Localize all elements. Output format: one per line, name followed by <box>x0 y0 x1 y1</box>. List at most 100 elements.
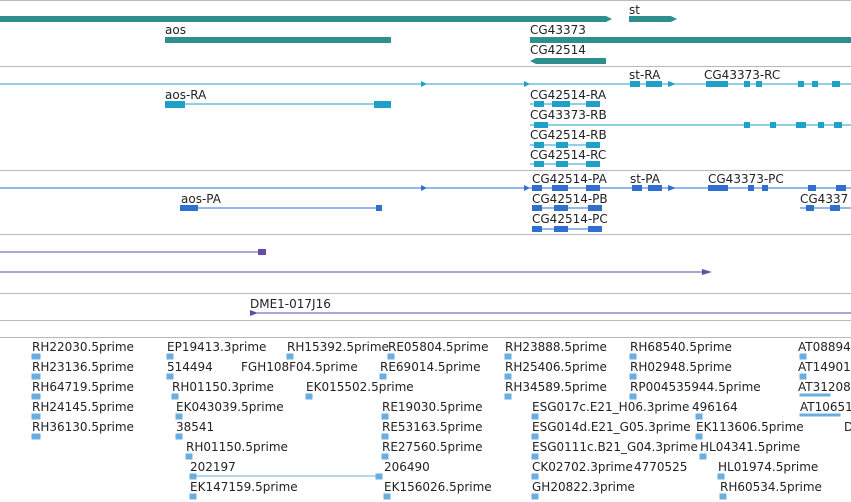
est-label[interactable]: AT10651 <box>800 400 851 414</box>
protein-label[interactable]: CG43373-PC <box>708 172 784 186</box>
cds[interactable] <box>806 205 814 211</box>
est-label[interactable]: RH15392.5prime <box>287 340 389 354</box>
exon[interactable] <box>796 122 806 128</box>
est-label[interactable]: ESG014d.E21_G05.3prime <box>532 420 691 434</box>
est-feature[interactable] <box>175 433 183 440</box>
cds[interactable] <box>180 205 198 211</box>
est-label[interactable]: EP19413.3prime <box>167 340 267 354</box>
exon[interactable] <box>165 101 185 108</box>
est-label[interactable]: 202197 <box>190 460 236 474</box>
est-label[interactable]: RH24145.5prime <box>32 400 134 414</box>
est-label[interactable]: RE27560.5prime <box>382 440 483 454</box>
est-label[interactable]: RE53163.5prime <box>382 420 483 434</box>
exon[interactable] <box>744 122 750 128</box>
cds[interactable] <box>376 205 382 211</box>
est-label[interactable]: 38541 <box>176 420 215 434</box>
protein-label[interactable]: CG4337 <box>800 192 849 206</box>
exon[interactable] <box>552 101 570 107</box>
est-label[interactable]: RH02948.5prime <box>630 360 732 374</box>
est-label[interactable]: 514494 <box>167 360 213 374</box>
cds[interactable] <box>532 205 542 211</box>
est-label[interactable]: ESG0111c.B21_G04.3prime <box>532 440 698 454</box>
cds[interactable] <box>830 205 840 211</box>
cds[interactable] <box>586 185 600 191</box>
cds[interactable] <box>554 205 568 211</box>
est-label[interactable]: GH20822.3prime <box>532 480 635 494</box>
est-label[interactable]: HL01974.5prime <box>718 460 819 474</box>
est-feature[interactable] <box>185 453 193 460</box>
cds[interactable] <box>748 185 754 191</box>
est-feature[interactable] <box>629 353 637 360</box>
gene-label[interactable]: CG42514 <box>530 43 586 57</box>
est-feature[interactable] <box>531 413 539 420</box>
est-feature[interactable] <box>381 413 389 420</box>
exon[interactable] <box>832 81 840 87</box>
exon[interactable] <box>834 122 842 128</box>
exon[interactable] <box>744 81 750 87</box>
cds[interactable] <box>808 185 816 191</box>
protein-label[interactable]: CG42514-PC <box>532 212 608 226</box>
est-feature[interactable] <box>166 373 174 380</box>
transcript-label[interactable]: aos-RA <box>165 88 207 102</box>
est-label[interactable]: 206490 <box>384 460 430 474</box>
est-feature[interactable] <box>629 373 637 380</box>
exon[interactable] <box>556 142 568 148</box>
alignment-block[interactable] <box>258 249 266 255</box>
est-label[interactable]: 4770525 <box>634 460 688 474</box>
est-feature[interactable] <box>31 433 41 440</box>
est-label[interactable]: EK015502.5prime <box>306 380 414 394</box>
exon[interactable] <box>630 81 640 87</box>
transcript-label[interactable]: CG43373-RB <box>530 108 607 122</box>
est-feature[interactable] <box>531 433 539 440</box>
est-label[interactable]: ESG017c.E21_H06.3prime <box>532 400 690 414</box>
exon[interactable] <box>770 122 776 128</box>
protein-label[interactable]: st-PA <box>630 172 660 186</box>
cds[interactable] <box>648 185 662 191</box>
protein-label[interactable]: CG42514-PA <box>532 172 607 186</box>
est-label[interactable]: RH01150.5prime <box>186 440 288 454</box>
exon[interactable] <box>374 101 391 108</box>
est-feature[interactable] <box>375 473 383 480</box>
cds[interactable] <box>708 185 728 191</box>
gene-feature[interactable] <box>165 37 391 43</box>
est-label[interactable]: RH64719.5prime <box>32 380 134 394</box>
est-feature[interactable] <box>719 493 727 500</box>
est-feature[interactable] <box>799 353 807 360</box>
exon[interactable] <box>556 161 568 167</box>
est-feature[interactable] <box>175 413 183 420</box>
est-feature[interactable] <box>531 453 539 460</box>
est-feature[interactable] <box>381 433 389 440</box>
exon[interactable] <box>706 81 728 87</box>
gene-feature[interactable] <box>530 37 851 43</box>
est-label[interactable]: RH68540.5prime <box>630 340 732 354</box>
est-label[interactable]: HL04341.5prime <box>700 440 801 454</box>
exon[interactable] <box>586 161 600 167</box>
est-feature[interactable] <box>799 413 841 417</box>
est-feature[interactable] <box>31 393 41 400</box>
est-label[interactable]: AT31208 <box>798 380 851 394</box>
est-label[interactable]: AT14901 <box>798 360 851 374</box>
exon[interactable] <box>534 101 544 107</box>
est-label[interactable]: FGH108F04.5prime <box>241 360 358 374</box>
est-label[interactable]: EK156026.5prime <box>384 480 492 494</box>
exon[interactable] <box>534 161 544 167</box>
est-feature[interactable] <box>699 453 707 460</box>
gene-label[interactable]: CG43373 <box>530 23 586 37</box>
exon[interactable] <box>646 81 662 87</box>
est-label[interactable]: RH01150.3prime <box>172 380 274 394</box>
est-label[interactable]: D <box>844 420 851 434</box>
cds[interactable] <box>588 226 602 232</box>
exon[interactable] <box>756 81 762 87</box>
est-feature[interactable] <box>171 393 179 400</box>
est-feature[interactable] <box>695 433 703 440</box>
est-label[interactable]: RE19030.5prime <box>382 400 483 414</box>
est-feature[interactable] <box>31 353 41 360</box>
transcript-label[interactable]: CG42514-RA <box>530 88 607 102</box>
cds[interactable] <box>554 226 568 232</box>
cds[interactable] <box>836 185 846 191</box>
exon[interactable] <box>812 81 818 87</box>
gene-feature[interactable] <box>629 16 671 22</box>
protein-label[interactable]: aos-PA <box>181 192 221 206</box>
gene-label[interactable]: st <box>629 3 640 17</box>
est-label[interactable]: RH60534.5prime <box>720 480 822 494</box>
